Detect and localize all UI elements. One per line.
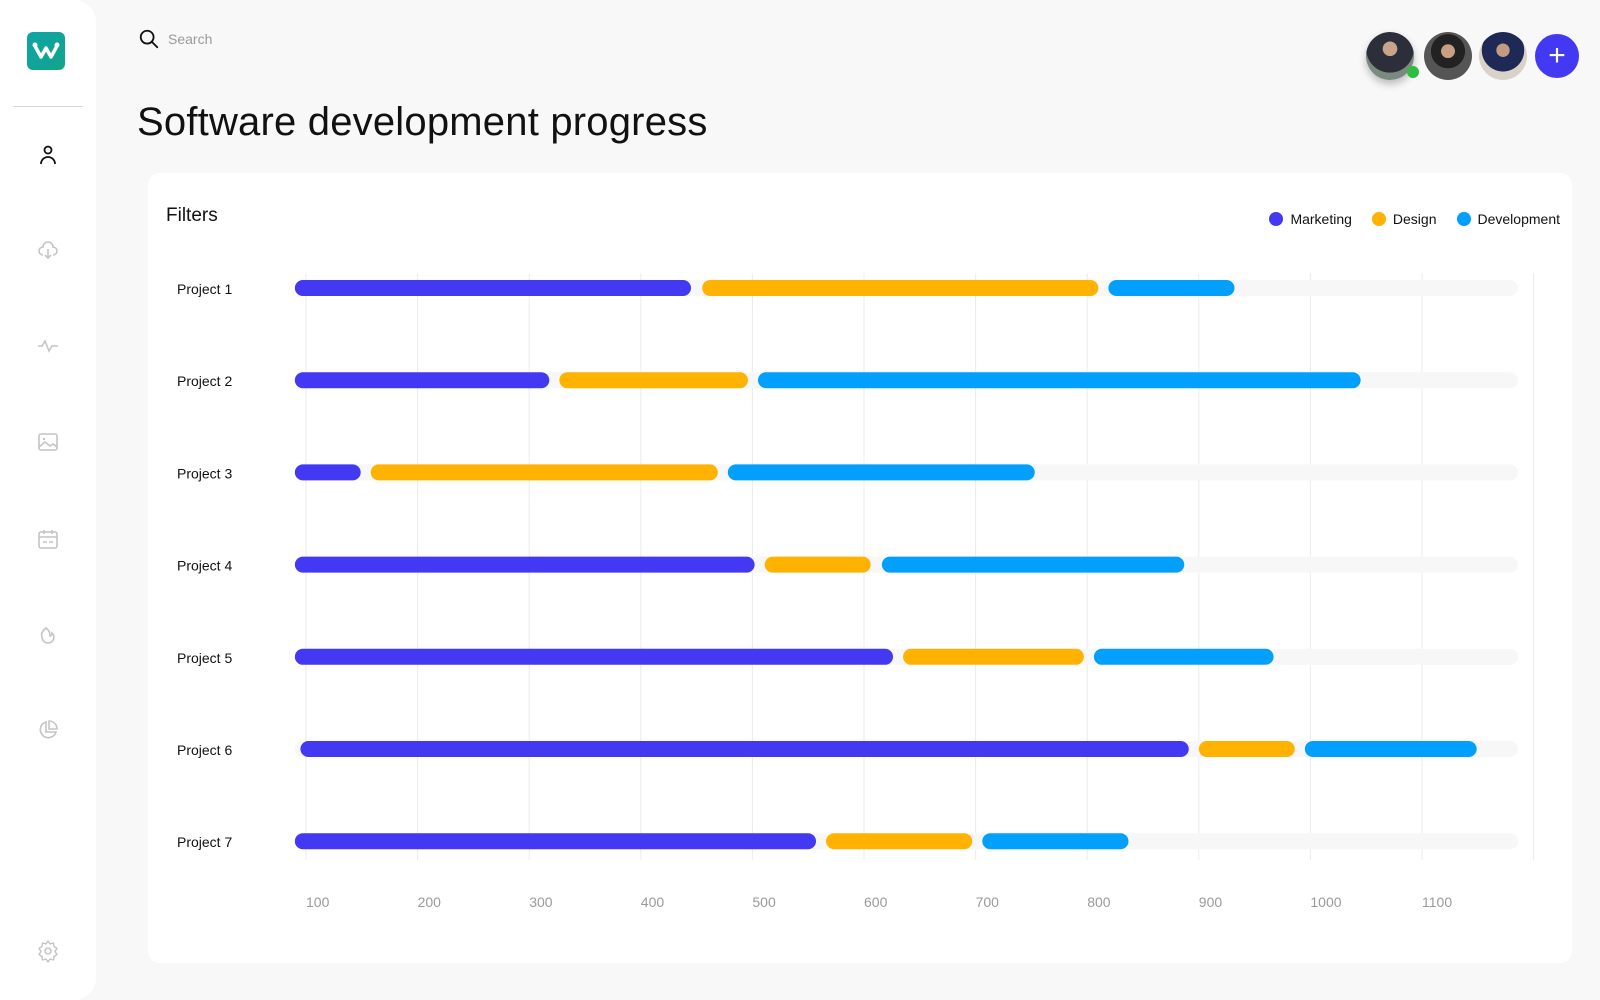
page-title: Software development progress bbox=[137, 100, 708, 144]
x-tick-label: 100 bbox=[306, 894, 330, 910]
bar-segment-design bbox=[764, 556, 871, 573]
bar-segment-design bbox=[826, 833, 973, 850]
search-bar[interactable]: Search bbox=[138, 28, 212, 50]
x-tick-label: 800 bbox=[1087, 894, 1111, 910]
x-tick-label: 300 bbox=[529, 894, 553, 910]
x-tick-label: 400 bbox=[641, 894, 665, 910]
legend-dot bbox=[1456, 212, 1471, 226]
plus-icon: + bbox=[1548, 39, 1566, 72]
bar-segment-design bbox=[903, 648, 1084, 665]
x-tick-label: 500 bbox=[752, 894, 776, 910]
bar-segment-development bbox=[1108, 280, 1235, 296]
bar-segment-marketing bbox=[294, 464, 361, 481]
sidebar bbox=[0, 0, 96, 1000]
bar-segment-design bbox=[370, 464, 718, 481]
bar-segment-development bbox=[757, 372, 1361, 389]
avatar[interactable] bbox=[1424, 32, 1472, 80]
category-label: Project 4 bbox=[177, 558, 232, 574]
legend-label: Development bbox=[1477, 211, 1561, 227]
category-label: Project 2 bbox=[177, 373, 232, 389]
legend-item-development[interactable]: Development bbox=[1456, 211, 1561, 227]
chart-legend: Marketing Design Development bbox=[1269, 211, 1560, 227]
search-input[interactable]: Search bbox=[168, 31, 213, 47]
bar-segment-marketing bbox=[294, 372, 550, 389]
bar-segment-design bbox=[702, 280, 1099, 296]
bar-segment-marketing bbox=[294, 648, 894, 665]
add-button[interactable]: + bbox=[1535, 34, 1579, 78]
user-icon[interactable] bbox=[36, 143, 60, 167]
chart-card: Filters Marketing Design Development 100… bbox=[148, 173, 1572, 963]
activity-icon[interactable] bbox=[36, 334, 60, 358]
legend-dot bbox=[1371, 212, 1386, 226]
bar-segment-development bbox=[727, 464, 1035, 481]
legend-dot bbox=[1269, 212, 1284, 226]
category-label: Project 3 bbox=[177, 465, 232, 481]
bar-segment-development bbox=[1304, 741, 1477, 757]
x-tick-label: 600 bbox=[864, 894, 888, 910]
bar-segment-development bbox=[982, 833, 1129, 850]
bar-segment-design bbox=[559, 372, 748, 389]
sidebar-divider bbox=[13, 106, 83, 107]
category-label: Project 7 bbox=[177, 834, 232, 850]
calendar-icon[interactable] bbox=[36, 527, 60, 551]
legend-label: Design bbox=[1392, 211, 1437, 227]
bar-segment-design bbox=[1198, 741, 1295, 757]
search-icon bbox=[139, 29, 159, 49]
x-tick-label: 1100 bbox=[1422, 894, 1452, 910]
avatar[interactable] bbox=[1479, 32, 1527, 80]
legend-item-design[interactable]: Design bbox=[1371, 211, 1437, 227]
image-icon[interactable] bbox=[36, 430, 60, 454]
category-label: Project 6 bbox=[177, 742, 232, 758]
x-tick-label: 1000 bbox=[1310, 894, 1341, 910]
x-tick-label: 200 bbox=[418, 894, 442, 910]
legend-label: Marketing bbox=[1290, 211, 1352, 227]
bar-segment-marketing bbox=[294, 833, 817, 850]
bar-segment-development bbox=[1093, 648, 1274, 665]
legend-item-marketing[interactable]: Marketing bbox=[1269, 211, 1352, 227]
bar-segment-marketing bbox=[294, 280, 692, 296]
fire-icon[interactable] bbox=[36, 622, 60, 646]
settings-icon[interactable] bbox=[36, 939, 60, 963]
app-logo[interactable] bbox=[27, 32, 65, 70]
logo-icon bbox=[32, 42, 60, 59]
pie-chart-icon[interactable] bbox=[36, 718, 60, 742]
online-status-indicator bbox=[1407, 66, 1419, 78]
x-tick-label: 700 bbox=[976, 894, 1000, 910]
avatar[interactable] bbox=[1366, 32, 1414, 80]
bar-segment-marketing bbox=[300, 741, 1189, 757]
x-tick-label: 900 bbox=[1199, 894, 1223, 910]
bar-segment-marketing bbox=[294, 556, 755, 573]
category-label: Project 1 bbox=[177, 281, 232, 297]
bar-segment-development bbox=[881, 556, 1185, 573]
category-label: Project 5 bbox=[177, 650, 232, 666]
cloud-download-icon[interactable] bbox=[36, 238, 60, 262]
filters-label[interactable]: Filters bbox=[166, 205, 218, 226]
progress-chart: 100 200 300 400 500 600 700 800 900 1000 1100 Proje… bbox=[177, 273, 1535, 910]
